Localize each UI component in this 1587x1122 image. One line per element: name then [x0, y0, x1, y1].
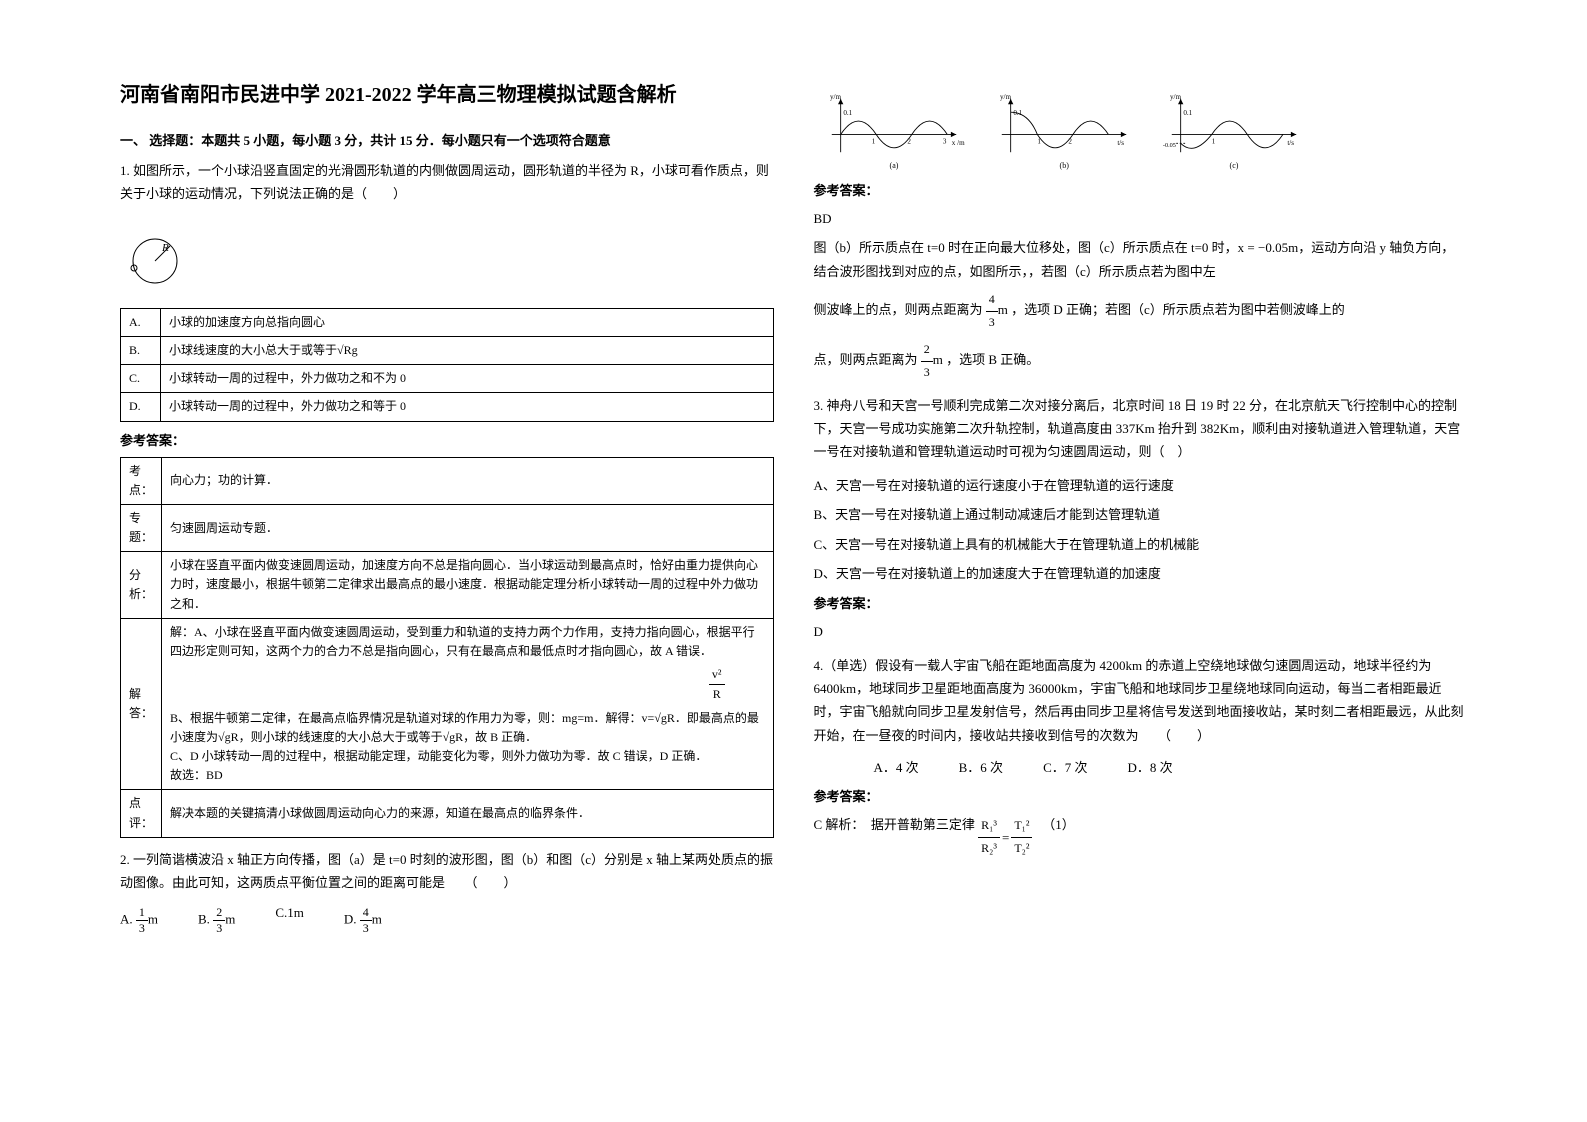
q4-opt-c: C．7 次	[1043, 757, 1087, 776]
jieda-content: 解：A、小球在竖直平面内做变速圆周运动，受到重力和轨道的支持力两个力作用，支持力…	[162, 618, 774, 790]
q2-explain-3: 点，则两点距离为 23m ，选项 B 正确。	[814, 339, 1468, 383]
opt-a: 小球的加速度方向总指向圆心	[161, 308, 774, 336]
q1-answer-label: 参考答案：	[120, 430, 774, 449]
svg-text:y/m: y/m	[1170, 93, 1182, 101]
q2-answer: BD	[814, 207, 1468, 230]
page-title: 河南省南阳市民进中学 2021-2022 学年高三物理模拟试题含解析	[120, 80, 774, 110]
opt-b: 小球线速度的大小总大于或等于√Rg	[161, 336, 774, 364]
q2-explain-1: 图（b）所示质点在 t=0 时在正向最大位移处，图（c）所示质点在 t=0 时，…	[814, 236, 1468, 283]
svg-text:3: 3	[942, 137, 946, 145]
q4-answer-explain: C 解析： 据开普勒第三定律 R₁³R₂³ = T₁²T₂² （1）	[814, 813, 1468, 859]
question-3-text: 3. 神舟八号和天宫一号顺利完成第二次对接分离后，北京时间 18 日 19 时 …	[814, 394, 1468, 464]
svg-text:t/s: t/s	[1117, 139, 1124, 147]
q2-opt-d: D. 43m	[344, 905, 382, 936]
jieda-cd: C、D 小球转动一周的过程中，根据动能定理，动能变化为零，则外力做功为零．故 C…	[170, 747, 765, 766]
opt-b-label: B.	[121, 336, 161, 364]
question-1-text: 1. 如图所示，一个小球沿竖直固定的光滑圆形轨道的内侧做圆周运动，圆形轨道的半径…	[120, 159, 774, 206]
opt-c: 小球转动一周的过程中，外力做功之和不为 0	[161, 365, 774, 393]
r-label: R	[161, 242, 169, 254]
wave-c-diagram: y/m 0.1 -0.05 1 t/s (c)	[1154, 90, 1314, 170]
q4-opt-b: B．6 次	[959, 757, 1003, 776]
q2-answer-label: 参考答案：	[814, 180, 1468, 199]
jieda-a: 解：A、小球在竖直平面内做变速圆周运动，受到重力和轨道的支持力两个力作用，支持力…	[170, 623, 765, 661]
right-column: y/m 0.1 1 2 3 x /m (a) y/m 0.1 1 2 t/s (…	[794, 80, 1488, 1042]
svg-text:2: 2	[907, 137, 911, 145]
zhuanti-label: 专题：	[121, 504, 162, 551]
opt-c-label: C.	[121, 365, 161, 393]
svg-text:1: 1	[871, 137, 875, 145]
q2-opt-c: C.1m	[275, 905, 304, 936]
opt-a-label: A.	[121, 308, 161, 336]
kaodian: 向心力；功的计算．	[162, 457, 774, 504]
question-2-text: 2. 一列简谐横波沿 x 轴正方向传播，图（a）是 t=0 时刻的波形图，图（b…	[120, 848, 774, 895]
svg-text:t/s: t/s	[1287, 139, 1294, 147]
svg-text:y/m: y/m	[830, 93, 842, 101]
analysis-table: 考点：向心力；功的计算． 专题：匀速圆周运动专题． 分析：小球在竖直平面内做变速…	[120, 457, 774, 838]
zhuanti: 匀速圆周运动专题．	[162, 504, 774, 551]
q3-opt-c: C、天宫一号在对接轨道上具有的机械能大于在管理轨道上的机械能	[814, 533, 1468, 556]
svg-text:y/m: y/m	[1000, 93, 1012, 101]
jieda-label: 解答：	[121, 618, 162, 790]
q3-answer-label: 参考答案：	[814, 593, 1468, 612]
q3-opt-b: B、天宫一号在对接轨道上通过制动减速后才能到达管理轨道	[814, 503, 1468, 526]
svg-text:1: 1	[1037, 137, 1041, 145]
wave-diagrams: y/m 0.1 1 2 3 x /m (a) y/m 0.1 1 2 t/s (…	[814, 90, 1468, 170]
opt-d: 小球转动一周的过程中，外力做功之和等于 0	[161, 393, 774, 421]
q3-answer: D	[814, 620, 1468, 643]
svg-text:0.1: 0.1	[843, 109, 852, 117]
svg-text:(a): (a)	[889, 161, 898, 170]
svg-text:-0.05: -0.05	[1162, 142, 1175, 149]
q4-options: A．4 次 B．6 次 C．7 次 D．8 次	[814, 757, 1468, 776]
jieda-end: 故选：BD	[170, 766, 765, 785]
q2-options: A. 13m B. 23m C.1m D. 43m	[120, 905, 774, 936]
jieda-b: B、根据牛顿第二定律，在最高点临界情况是轨道对球的作用力为零，则：mg=m．解得…	[170, 709, 765, 747]
question-4-text: 4.（单选）假设有一载人宇宙飞船在距地面高度为 4200km 的赤道上空绕地球做…	[814, 654, 1468, 748]
v-sq-over-r: v²R	[170, 665, 725, 704]
q4-answer-label: 参考答案：	[814, 786, 1468, 805]
opt-d-label: D.	[121, 393, 161, 421]
fenxi-label: 分析：	[121, 552, 162, 619]
q3-opt-a: A、天宫一号在对接轨道的运行速度小于在管理轨道的运行速度	[814, 474, 1468, 497]
q2-opt-b: B. 23m	[198, 905, 235, 936]
q2-explain-2: 侧波峰上的点，则两点距离为 43m ，选项 D 正确；若图（c）所示质点若为图中…	[814, 289, 1468, 333]
circle-diagram: R	[120, 226, 200, 286]
q1-options-table: A.小球的加速度方向总指向圆心 B.小球线速度的大小总大于或等于√Rg C.小球…	[120, 308, 774, 422]
svg-text:x /m: x /m	[951, 139, 964, 147]
q3-opt-d: D、天宫一号在对接轨道上的加速度大于在管理轨道的加速度	[814, 562, 1468, 585]
dianping: 解决本题的关键搞清小球做圆周运动向心力的来源，知道在最高点的临界条件．	[162, 790, 774, 837]
q4-opt-d: D．8 次	[1127, 757, 1172, 776]
kaodian-label: 考点：	[121, 457, 162, 504]
svg-text:0.1: 0.1	[1183, 109, 1192, 117]
q4-opt-a: A．4 次	[874, 757, 919, 776]
wave-a-diagram: y/m 0.1 1 2 3 x /m (a)	[814, 90, 974, 170]
svg-text:(c): (c)	[1229, 161, 1238, 170]
dianping-label: 点评：	[121, 790, 162, 837]
svg-text:1: 1	[1211, 137, 1215, 145]
fenxi: 小球在竖直平面内做变速圆周运动，加速度方向不总是指向圆心．当小球运动到最高点时，…	[162, 552, 774, 619]
svg-text:(b): (b)	[1059, 161, 1069, 170]
wave-b-diagram: y/m 0.1 1 2 t/s (b)	[984, 90, 1144, 170]
left-column: 河南省南阳市民进中学 2021-2022 学年高三物理模拟试题含解析 一、 选择…	[100, 80, 794, 1042]
svg-text:2: 2	[1068, 137, 1072, 145]
q2-opt-a: A. 13m	[120, 905, 158, 936]
section-header: 一、 选择题：本题共 5 小题，每小题 3 分，共计 15 分．每小题只有一个选…	[120, 130, 774, 149]
svg-text:0.1: 0.1	[1013, 109, 1022, 117]
